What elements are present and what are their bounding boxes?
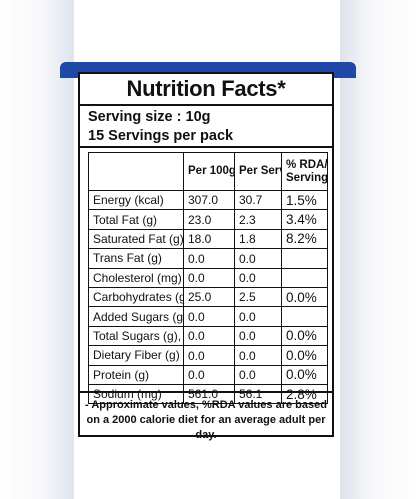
nutrition-title: Nutrition Facts* bbox=[126, 76, 286, 101]
footnote-line-2: on a 2000 calorie diet for an average ad… bbox=[86, 414, 326, 441]
per-100g-value: 0.0 bbox=[183, 267, 235, 288]
per-100g-value: 25.0 bbox=[183, 287, 235, 308]
background-right bbox=[340, 0, 416, 499]
rda-value: 2.8% bbox=[281, 384, 328, 405]
per-serving-value: 0.0 bbox=[234, 325, 282, 347]
table-row: Dietary Fiber (g) 0.0 0.0 0.0% bbox=[88, 345, 328, 366]
footnote-line-1: - Approximate values, %RDA values are ba… bbox=[85, 399, 327, 411]
table-row: Sodium (mg) 561.0 56.1 2.8% bbox=[88, 384, 328, 405]
per-serving-value: 2.5 bbox=[234, 287, 282, 308]
header-per-serving: Per Serving bbox=[234, 152, 282, 191]
per-100g-value: 18.0 bbox=[183, 228, 235, 250]
serving-size: Serving size : 10g bbox=[88, 109, 211, 125]
header-nutrient bbox=[88, 152, 184, 191]
rda-value bbox=[281, 306, 328, 327]
per-serving-value: 0.0 bbox=[234, 248, 282, 269]
per-serving-value: 0.0 bbox=[234, 345, 282, 366]
serving-info: Serving size : 10g 15 Servings per pack bbox=[80, 104, 332, 148]
table-row: Added Sugars (g) 0.0 0.0 bbox=[88, 306, 328, 327]
rda-value bbox=[281, 248, 328, 269]
per-100g-value: 0.0 bbox=[183, 364, 235, 385]
rda-value: 0.0% bbox=[281, 364, 328, 385]
nutrient-name: Cholesterol (mg) bbox=[88, 267, 184, 288]
table-row: Cholesterol (mg) 0.0 0.0 bbox=[88, 267, 328, 288]
table-header-row: Per 100g Per Serving % RDA/ Serving bbox=[88, 152, 328, 191]
per-100g-value: 0.0 bbox=[183, 325, 235, 347]
header-rda: % RDA/ Serving bbox=[281, 152, 328, 191]
nutrient-name: Total Sugars (g), bbox=[88, 325, 184, 347]
rda-value: 0.0% bbox=[281, 287, 328, 308]
per-serving-value: 0.0 bbox=[234, 364, 282, 385]
nutrient-name: Added Sugars (g) bbox=[88, 306, 184, 327]
per-serving-value: 1.8 bbox=[234, 228, 282, 250]
rda-value: 0.0% bbox=[281, 345, 328, 366]
table-row: Trans Fat (g) 0.0 0.0 bbox=[88, 248, 328, 269]
per-serving-value: 0.0 bbox=[234, 267, 282, 288]
nutrient-name: Dietary Fiber (g) bbox=[88, 345, 184, 366]
per-100g-value: 307.0 bbox=[183, 190, 235, 211]
table-row: Energy (kcal) 307.0 30.7 1.5% bbox=[88, 190, 328, 211]
table-row: Total Fat (g) 23.0 2.3 3.4% bbox=[88, 209, 328, 230]
nutrition-facts-label: Nutrition Facts* Serving size : 10g 15 S… bbox=[78, 72, 334, 441]
rda-value: 0.0% bbox=[281, 325, 328, 347]
nutrient-name: Trans Fat (g) bbox=[88, 248, 184, 269]
per-100g-value: 0.0 bbox=[183, 248, 235, 269]
rda-value: 8.2% bbox=[281, 228, 328, 250]
table-row: Protein (g) 0.0 0.0 0.0% bbox=[88, 364, 328, 385]
header-per-100g: Per 100g bbox=[183, 152, 235, 191]
table-row: Saturated Fat (g) 18.0 1.8 8.2% bbox=[88, 228, 328, 250]
footnote: - Approximate values, %RDA values are ba… bbox=[80, 391, 332, 441]
per-serving-value: 2.3 bbox=[234, 209, 282, 230]
nutrient-name: Protein (g) bbox=[88, 364, 184, 385]
rda-value: 3.4% bbox=[281, 209, 328, 230]
rda-value bbox=[281, 267, 328, 288]
servings-per-pack: 15 Servings per pack bbox=[88, 128, 234, 144]
per-100g-value: 23.0 bbox=[183, 209, 235, 230]
nutrient-name: Saturated Fat (g) bbox=[88, 228, 184, 250]
nutrient-name: Total Fat (g) bbox=[88, 209, 184, 230]
table-row: Total Sugars (g), 0.0 0.0 0.0% bbox=[88, 325, 328, 347]
rda-value: 1.5% bbox=[281, 190, 328, 211]
nutrient-name: Carbohydrates (g) bbox=[88, 287, 184, 308]
per-serving-value: 30.7 bbox=[234, 190, 282, 211]
per-100g-value: 0.0 bbox=[183, 345, 235, 366]
nutrient-name: Energy (kcal) bbox=[88, 190, 184, 211]
per-serving-value: 0.0 bbox=[234, 306, 282, 327]
table-row: Carbohydrates (g) 25.0 2.5 0.0% bbox=[88, 287, 328, 308]
per-100g-value: 0.0 bbox=[183, 306, 235, 327]
background-left bbox=[0, 0, 74, 499]
